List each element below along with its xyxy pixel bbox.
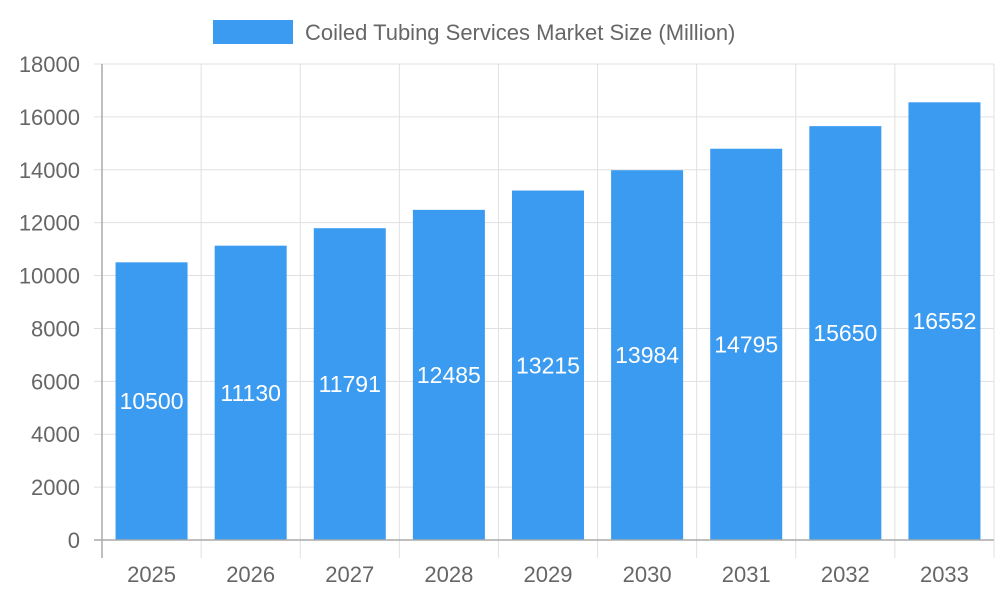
x-tick-label: 2025: [127, 562, 176, 587]
y-tick-label: 0: [68, 528, 80, 553]
bar: [710, 148, 783, 540]
axes: 0 2000 4000 6000 8000 10000 12000 14000 16000 180…: [19, 52, 994, 587]
y-tick-label: 16000: [19, 105, 80, 130]
data-label: 11130: [220, 380, 281, 406]
y-tick-label: 14000: [19, 158, 80, 183]
bar: [115, 262, 188, 540]
data-label: 14795: [714, 331, 778, 357]
data-label: 13215: [516, 352, 580, 378]
legend-label: Coiled Tubing Services Market Size (Mill…: [305, 20, 735, 45]
x-tick-label: 2032: [821, 562, 870, 587]
bars: [115, 102, 981, 541]
data-label: 11791: [319, 371, 381, 397]
y-tick-label: 2000: [31, 475, 80, 500]
y-tick-label: 10000: [19, 264, 80, 289]
bar: [313, 228, 386, 541]
x-tick-label: 2031: [722, 562, 771, 587]
x-tick-label: 2027: [325, 562, 374, 587]
x-tick-label: 2028: [424, 562, 473, 587]
bar: [512, 190, 584, 540]
data-label: 15650: [813, 320, 877, 346]
y-tick-label: 8000: [31, 316, 80, 341]
x-tick-label: 2029: [524, 562, 573, 587]
data-label: 10500: [120, 388, 184, 414]
y-tick-label: 18000: [19, 52, 80, 77]
data-label: 16552: [912, 308, 976, 334]
legend[interactable]: Coiled Tubing Services Market Size (Mill…: [213, 20, 735, 45]
bar: [908, 102, 981, 540]
y-tick-label: 6000: [31, 369, 80, 394]
y-tick-label: 12000: [19, 211, 80, 236]
x-tick-label: 2030: [623, 562, 672, 587]
bar: [809, 126, 882, 541]
bar: [214, 245, 287, 540]
data-label: 12485: [417, 362, 481, 388]
bar: [412, 209, 485, 540]
y-tick-label: 4000: [31, 422, 80, 447]
bar: [611, 170, 684, 541]
data-labels: 10500 11130 11791 12485 13215 13984 14795 15650…: [120, 308, 977, 414]
x-tick-label: 2033: [920, 562, 969, 587]
legend-swatch: [213, 20, 293, 44]
data-label: 13984: [615, 342, 679, 368]
x-tick-label: 2026: [226, 562, 275, 587]
